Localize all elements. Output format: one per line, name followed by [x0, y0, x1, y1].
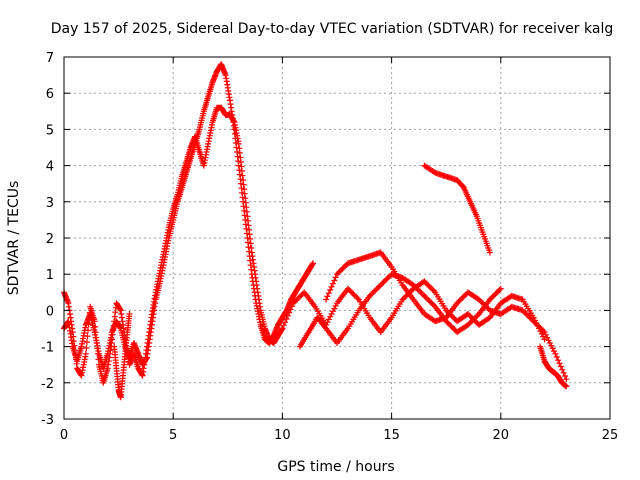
- x-tick-label: 20: [493, 428, 510, 443]
- data-point-markers: [421, 162, 493, 256]
- series-main-rise-a: [61, 61, 316, 372]
- series-mid-wave-a: [279, 278, 548, 343]
- x-axis: 0 5 10 15 20 25: [60, 57, 618, 443]
- series-mid-wave-c: [296, 271, 504, 350]
- data-marks: [61, 61, 570, 401]
- series-late-segment: [421, 162, 493, 256]
- x-tick-label: 5: [169, 428, 177, 443]
- y-tick-label: 3: [46, 196, 54, 211]
- y-tick-label: 0: [46, 304, 54, 319]
- y-tick-label: -1: [41, 341, 54, 356]
- data-point-markers: [279, 278, 548, 343]
- y-tick-label: 5: [46, 123, 54, 138]
- x-axis-label: GPS time / hours: [277, 459, 394, 475]
- x-tick-label: 0: [60, 428, 68, 443]
- y-tick-label: 1: [46, 268, 54, 283]
- y-tick-label: 7: [46, 51, 54, 66]
- data-point-markers: [537, 343, 570, 390]
- data-point-markers: [61, 61, 316, 372]
- y-tick-label: 4: [46, 160, 54, 175]
- data-point-markers: [111, 311, 133, 401]
- x-tick-label: 10: [274, 428, 291, 443]
- data-point-markers: [296, 271, 504, 350]
- series-dip-2-5: [111, 311, 133, 401]
- x-tick-label: 25: [602, 428, 619, 443]
- y-tick-label: -3: [41, 413, 54, 428]
- series-tail: [537, 343, 570, 390]
- y-axis: -3 -2 -1 0 1 2 3 4 5 6 7: [41, 51, 610, 428]
- series-mid-wave-b: [323, 249, 570, 383]
- data-point-markers: [323, 249, 570, 383]
- y-tick-label: -2: [41, 377, 54, 392]
- y-axis-label: SDTVAR / TECUs: [6, 181, 22, 296]
- y-tick-label: 2: [46, 232, 54, 247]
- chart-title: Day 157 of 2025, Sidereal Day-to-day VTE…: [51, 21, 613, 37]
- x-tick-label: 15: [383, 428, 400, 443]
- y-tick-label: 6: [46, 87, 54, 102]
